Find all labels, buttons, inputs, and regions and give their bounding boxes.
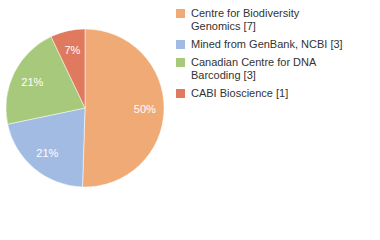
svg-text:21%: 21% bbox=[21, 76, 43, 88]
html-text:Canadian Centre for DNA Barcod: Canadian Centre for DNA Barcoding [3] bbox=[191, 56, 316, 81]
html-text:Centre for Biodiversity Genomi: Centre for Biodiversity Genomics [7] bbox=[191, 7, 300, 32]
svg-text:50%: 50% bbox=[134, 103, 156, 115]
html-text:Mined from GenBank, NCBI [3]: Mined from GenBank, NCBI [3] bbox=[191, 38, 343, 50]
html-text:CABI Bioscience [1]: CABI Bioscience [1] bbox=[191, 87, 289, 99]
svg-text:21%: 21% bbox=[36, 147, 58, 159]
svg-text:7%: 7% bbox=[64, 44, 80, 56]
